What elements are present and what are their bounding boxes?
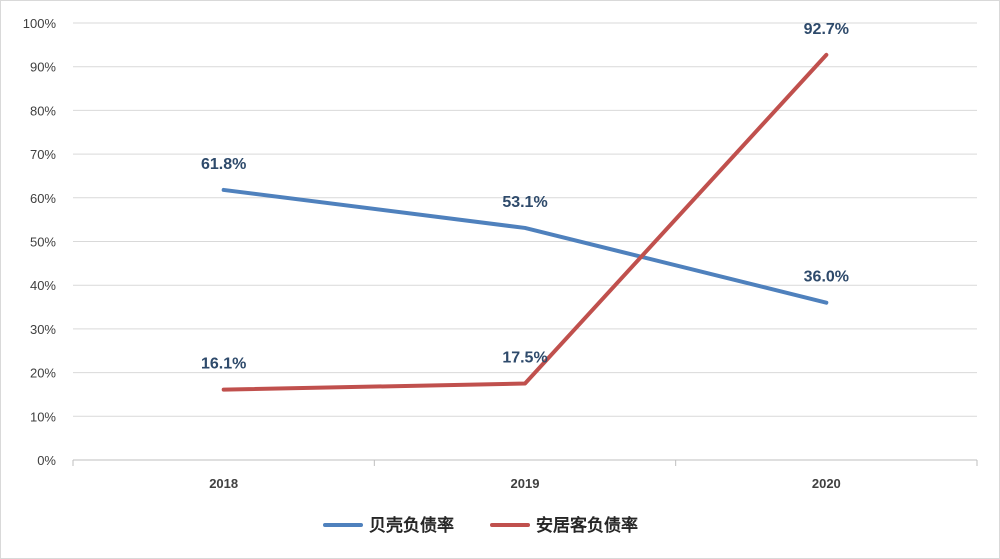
series-line-1 <box>221 187 829 305</box>
y-tick-label: 20% <box>30 366 56 381</box>
x-tick-label: 2020 <box>812 476 841 491</box>
y-tick-label: 0% <box>37 453 56 468</box>
data-label: 61.8% <box>201 156 246 173</box>
y-tick-label: 80% <box>30 103 56 118</box>
data-label: 53.1% <box>502 194 547 211</box>
gridlines <box>73 22 977 417</box>
data-label: 16.1% <box>201 356 246 373</box>
y-axis-ticks: 0% 10% 20% 30% 40% 50% 60% 70% 80% 90% 100% <box>23 16 57 468</box>
y-tick-label: 100% <box>23 16 57 31</box>
legend-label: 安居客负债率 <box>536 515 638 536</box>
data-label: 92.7% <box>804 21 849 38</box>
y-tick-label: 50% <box>30 235 56 250</box>
y-tick-label: 90% <box>30 60 56 75</box>
y-tick-label: 60% <box>30 191 56 206</box>
legend-label: 贝壳负债率 <box>369 515 454 536</box>
data-label: 17.5% <box>502 350 547 367</box>
y-tick-label: 30% <box>30 322 56 337</box>
data-labels: 61.8% 53.1% 36.0% 16.1% 17.5% 92.7% <box>201 21 849 373</box>
y-tick-label: 70% <box>30 147 56 162</box>
series-lines <box>221 52 829 392</box>
x-tick-label: 2018 <box>209 476 238 491</box>
legend: 贝壳负债率 安居客负债率 <box>323 515 638 536</box>
series-line-2 <box>221 52 829 392</box>
x-tick-label: 2019 <box>511 476 540 491</box>
y-tick-label: 40% <box>30 278 56 293</box>
data-label: 36.0% <box>804 269 849 286</box>
x-axis: 2018 2019 2020 <box>72 459 978 491</box>
y-tick-label: 10% <box>30 409 56 424</box>
